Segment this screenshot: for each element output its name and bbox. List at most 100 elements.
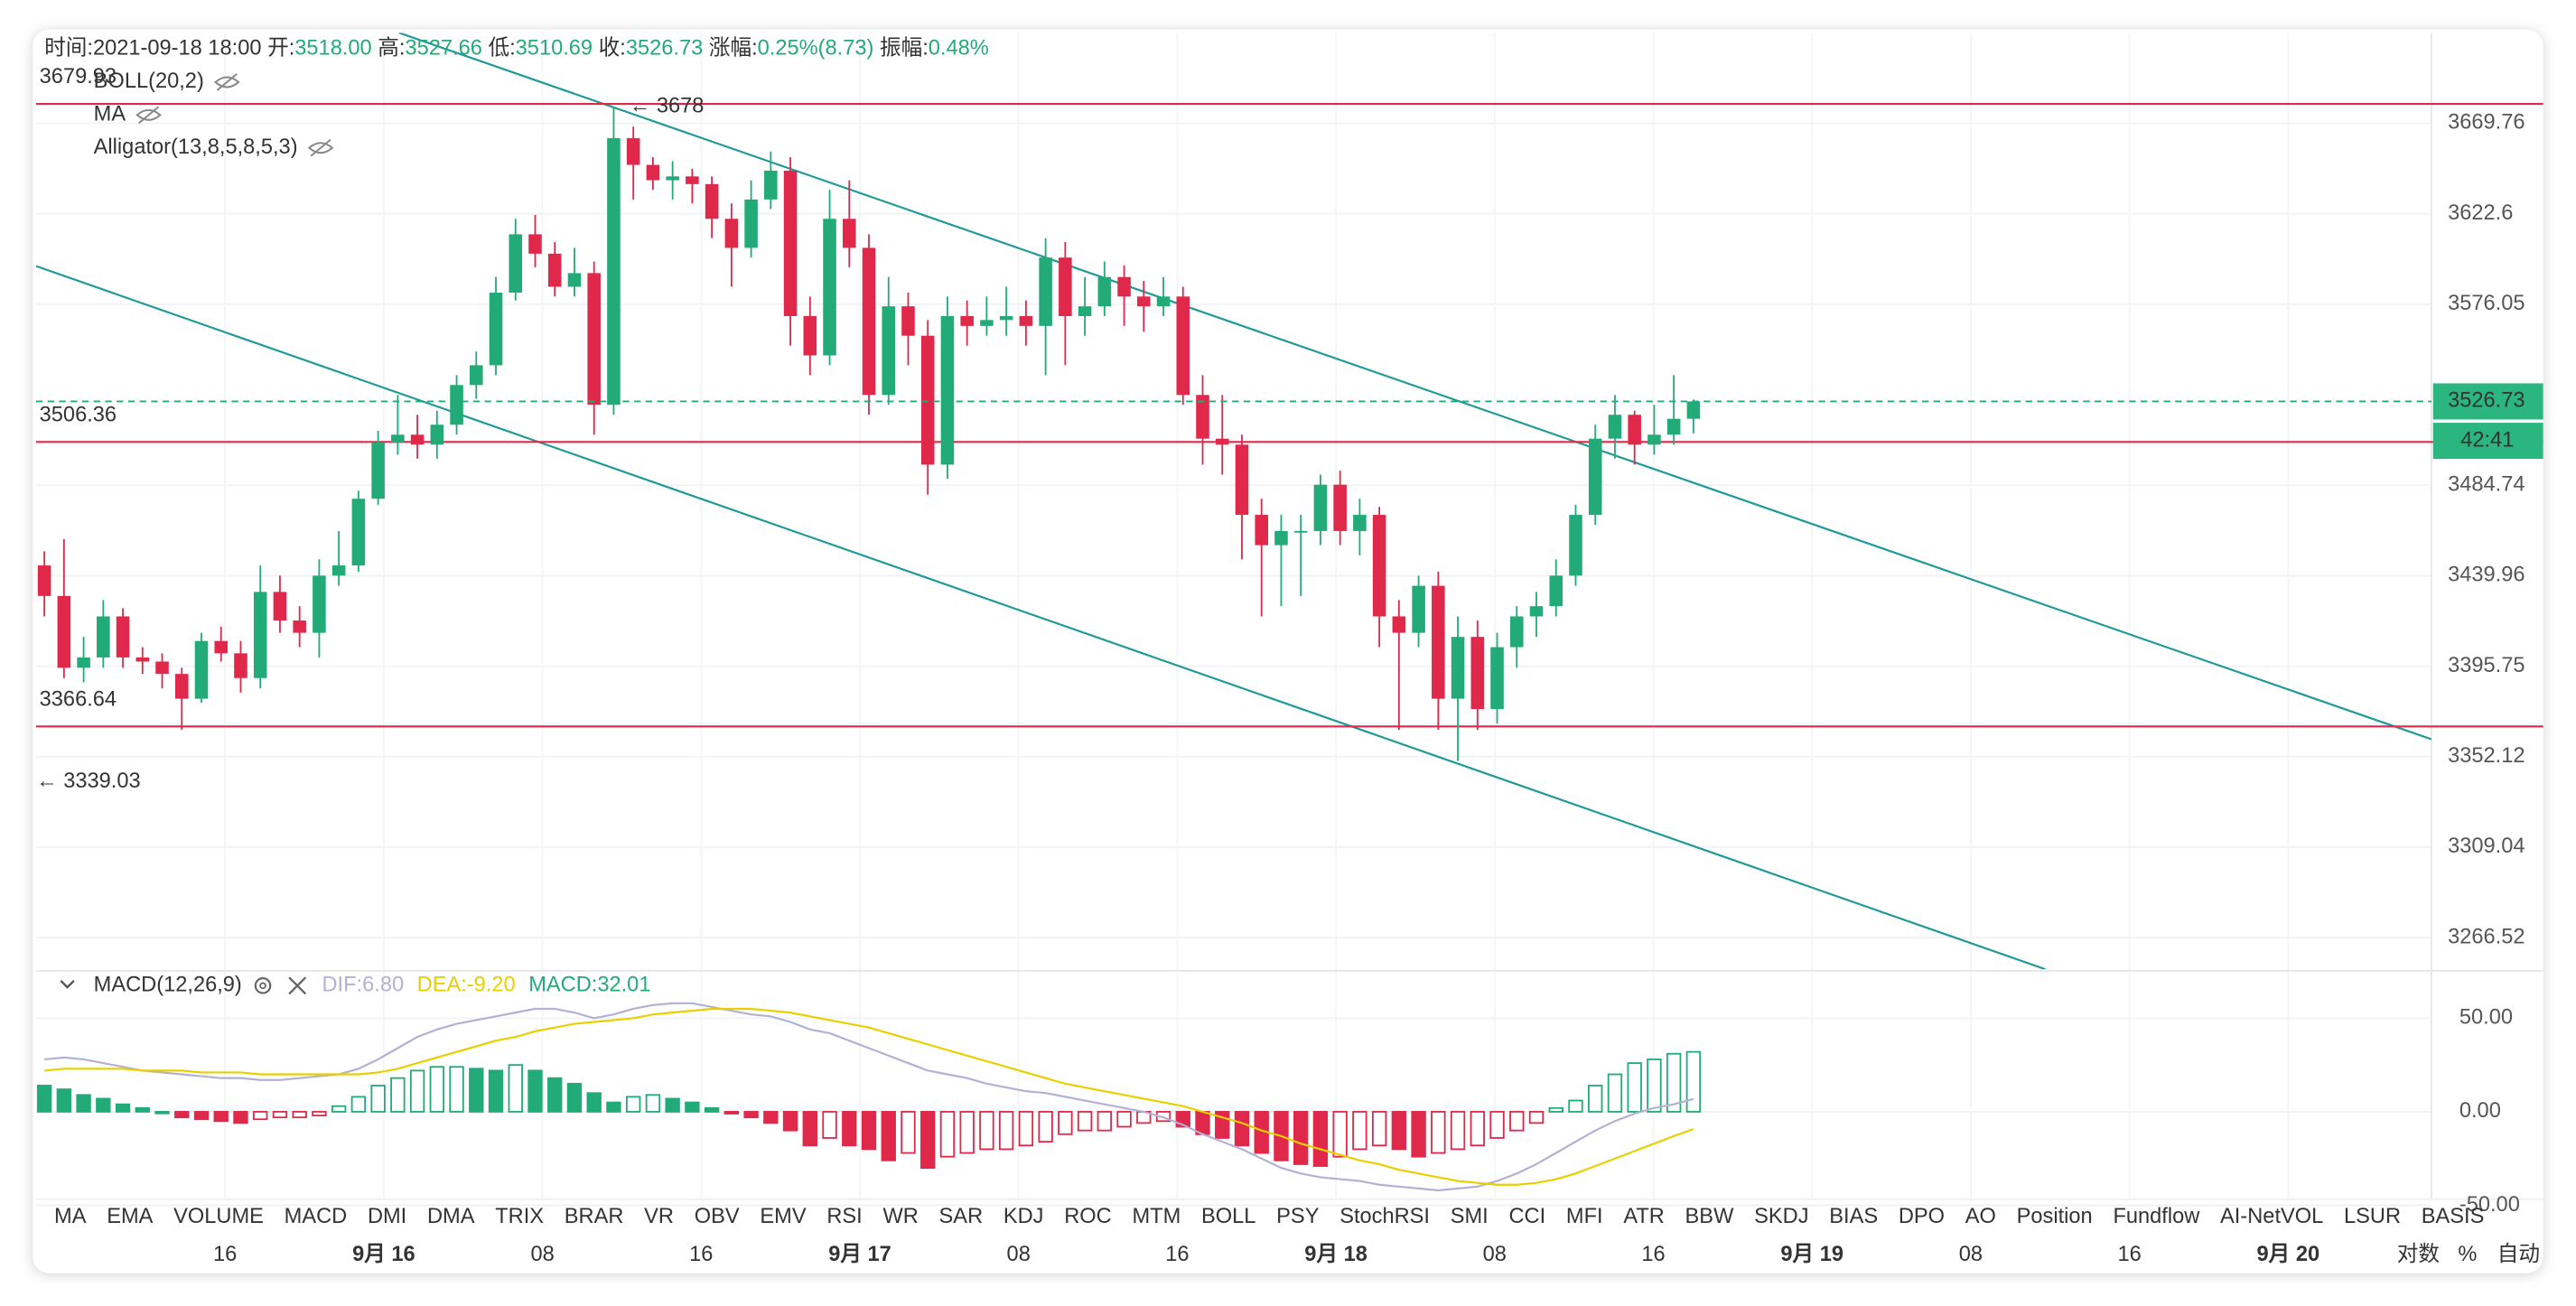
visibility-icon[interactable] <box>135 106 162 125</box>
indicator-tab[interactable]: DPO <box>1899 1205 1945 1228</box>
macd-bar <box>1489 1111 1505 1139</box>
indicator-tab[interactable]: SKDJ <box>1754 1205 1808 1228</box>
candle-body <box>1137 296 1151 307</box>
indicator-tab[interactable]: AO <box>1965 1205 1996 1228</box>
indicator-tab[interactable]: BRAR <box>565 1205 624 1228</box>
macd-bar <box>253 1111 268 1121</box>
candle-body <box>1353 515 1367 531</box>
scale-button[interactable]: 对数 <box>2397 1242 2440 1266</box>
y-tick-label: 50.00 <box>2459 1006 2513 1030</box>
legend-entry: DEA:-9.20 <box>417 974 516 997</box>
macd-bar <box>625 1096 641 1113</box>
macd-bar <box>979 1111 994 1151</box>
candle-body <box>1176 296 1190 396</box>
indicator-tab[interactable]: SMI <box>1451 1205 1489 1228</box>
candle-body <box>607 137 621 406</box>
candle-body <box>214 640 229 654</box>
candle-body <box>1097 276 1112 307</box>
candle-body <box>97 616 110 658</box>
indicator-tab[interactable]: MTM <box>1132 1205 1181 1228</box>
indicator-tab[interactable]: AI-NetVOL <box>2220 1205 2323 1228</box>
candle-body <box>450 385 463 425</box>
marks: 时间:2021-09-18 18:00 开:3518.00 高:3527.66 … <box>36 36 2543 1266</box>
candle-body <box>626 137 640 165</box>
indicator-tab[interactable]: CCI <box>1508 1205 1545 1228</box>
scale-button[interactable]: % <box>2458 1243 2477 1266</box>
indicator-tab[interactable]: LSUR <box>2344 1205 2401 1228</box>
indicator-tab[interactable]: Position <box>2017 1205 2093 1228</box>
candle-body <box>1647 434 1661 445</box>
visibility-icon[interactable] <box>214 73 240 91</box>
candle-body <box>999 315 1013 321</box>
indicator-tab[interactable]: KDJ <box>1003 1205 1044 1228</box>
indicator-tab[interactable]: DMA <box>427 1205 475 1228</box>
indicator-tab[interactable]: RSI <box>826 1205 862 1228</box>
indicator-tab[interactable]: EMV <box>760 1205 806 1228</box>
macd-bar <box>901 1111 916 1154</box>
indicator-tab[interactable]: VR <box>644 1205 674 1228</box>
settings-icon[interactable] <box>254 977 272 994</box>
candle-body <box>1490 647 1504 710</box>
channel-lower <box>36 265 2046 970</box>
card <box>33 29 2543 1273</box>
y-tick-label: 3484.74 <box>2448 472 2525 496</box>
indicator-tab[interactable]: BIAS <box>1829 1205 1878 1228</box>
indicator-tab[interactable]: MFI <box>1566 1205 1603 1228</box>
countdown: 42:41 <box>2460 428 2514 452</box>
indicator-tab[interactable]: BOLL <box>1201 1205 1255 1228</box>
indicator-tab[interactable]: VOLUME <box>173 1205 264 1228</box>
candle-body <box>567 273 582 287</box>
candle-body <box>1686 401 1701 419</box>
indicator-tab[interactable]: SAR <box>939 1205 984 1228</box>
x-tick-label: 08 <box>530 1243 554 1266</box>
indicator-tab[interactable]: PSY <box>1276 1205 1320 1228</box>
macd-bar <box>1548 1106 1563 1113</box>
indicator-tab[interactable]: Fundflow <box>2113 1205 2200 1228</box>
macd-bar <box>1568 1099 1583 1113</box>
y-tick-label: 3266.52 <box>2448 925 2525 948</box>
indicator-tab[interactable]: TRIX <box>495 1205 544 1228</box>
ohlc-header: 时间:2021-09-18 18:00 开:3518.00 高:3527.66 … <box>44 36 989 61</box>
macd-bar <box>822 1111 837 1139</box>
scale-button[interactable]: 自动 <box>2497 1242 2540 1266</box>
x-tick-label: 9月 20 <box>2257 1243 2320 1266</box>
countdown-bg <box>2432 423 2543 460</box>
indicator-tab[interactable]: BASIS <box>2422 1205 2485 1228</box>
macd-bar <box>213 1111 229 1123</box>
indicator-tab[interactable]: DMI <box>368 1205 406 1228</box>
candle-body <box>391 434 405 443</box>
macd-bar <box>508 1064 523 1113</box>
close-icon[interactable] <box>288 976 307 995</box>
x-tick-label: 16 <box>689 1243 713 1266</box>
header-value: 3510.69 <box>516 37 593 61</box>
candle-body <box>803 315 817 356</box>
header-value: 0.25%(8.73) <box>758 37 874 61</box>
x-tick-label: 16 <box>2117 1243 2141 1266</box>
macd-bar <box>429 1066 445 1113</box>
x-tick-label: 9月 16 <box>352 1243 415 1266</box>
indicator-tab[interactable]: MACD <box>285 1205 348 1228</box>
price-tag: 3526.73 <box>2448 389 2525 413</box>
indicator-tab[interactable]: ATR <box>1623 1205 1665 1228</box>
y-tick-label: 3439.96 <box>2448 564 2525 587</box>
indicator-legend[interactable]: BOLL(20,2) <box>94 70 204 93</box>
candle-body <box>253 592 267 678</box>
indicator-tab[interactable]: WR <box>882 1205 918 1228</box>
macd-bar <box>370 1085 386 1113</box>
visibility-icon[interactable] <box>307 138 334 157</box>
indicator-tab[interactable]: OBV <box>695 1205 740 1228</box>
indicator-tab[interactable]: BBW <box>1685 1205 1735 1228</box>
indicator-tab[interactable]: ROC <box>1064 1205 1112 1228</box>
indicator-tab[interactable]: StochRSI <box>1339 1205 1430 1228</box>
indicator-legend[interactable]: MA <box>94 103 126 126</box>
collapse-icon[interactable] <box>60 980 75 989</box>
y-tick-label: 3395.75 <box>2448 654 2525 677</box>
indicator-tab[interactable]: EMA <box>107 1205 153 1228</box>
header-label: 涨幅: <box>709 36 758 61</box>
legend-entry: DIF:6.80 <box>322 974 405 997</box>
candle-body <box>1117 276 1131 297</box>
indicator-tab[interactable]: MA <box>54 1205 87 1228</box>
candle-body <box>705 183 719 219</box>
indicator-legend[interactable]: Alligator(13,8,5,8,5,3) <box>94 135 298 159</box>
